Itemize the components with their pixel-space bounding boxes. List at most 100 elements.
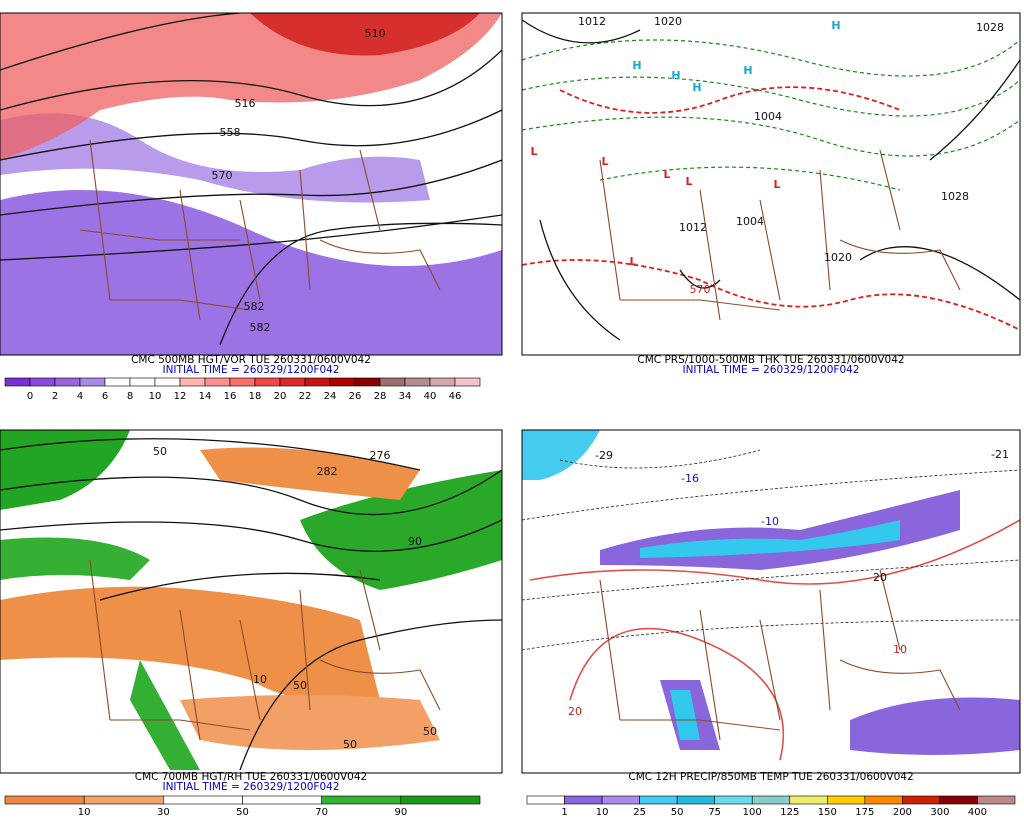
colorbar-swatch — [354, 377, 381, 387]
colorbar-swatch — [304, 377, 331, 387]
map-label: 20 — [568, 705, 582, 718]
map-label: -16 — [681, 472, 699, 485]
map-label: 50 — [423, 725, 437, 738]
colorbar-swatch — [129, 377, 156, 387]
colorbar-swatch — [179, 377, 206, 387]
caption: CMC 12H PRECIP/850MB TEMP TUE 260331/060… — [628, 771, 913, 783]
colorbar-swatch — [321, 795, 402, 805]
map-label: 1004 — [736, 215, 764, 228]
map-frame — [0, 12, 503, 356]
colorbar-label: 14 — [199, 391, 212, 402]
map-500mb — [0, 13, 502, 355]
colorbar-label: 0 — [27, 391, 33, 402]
colorbar-label: 200 — [893, 807, 912, 818]
map-prs-thk — [522, 13, 1020, 355]
colorbar-swatch — [379, 377, 406, 387]
colorbar-swatch — [83, 795, 164, 805]
colorbar-swatch — [939, 795, 978, 805]
caption: CMC PRS/1000-500MB THK TUE 260331/0600V0… — [637, 354, 904, 366]
map-label: L — [530, 145, 537, 158]
map-label: 1020 — [824, 251, 852, 264]
map-label: 516 — [235, 97, 256, 110]
colorbar-label: 34 — [399, 391, 412, 402]
map-label: 510 — [365, 27, 386, 40]
map-label: 10 — [893, 643, 907, 656]
map-label: 1028 — [941, 190, 969, 203]
colorbar-label: 16 — [224, 391, 237, 402]
map-label: 276 — [370, 449, 391, 462]
caption: CMC 700MB HGT/RH TUE 260331/0600V042 — [135, 771, 367, 783]
colorbar-label: 30 — [157, 807, 170, 818]
colorbar-swatch — [154, 377, 181, 387]
colorbar-swatch — [29, 377, 56, 387]
colorbar-label: 22 — [299, 391, 312, 402]
colorbar-swatch — [279, 377, 306, 387]
colorbar-swatch — [564, 795, 603, 805]
colorbar-swatch — [104, 377, 131, 387]
colorbar-label: 10 — [596, 807, 609, 818]
colorbar-swatch — [789, 795, 828, 805]
colorbar-label: 400 — [968, 807, 987, 818]
colorbar-label: 28 — [374, 391, 387, 402]
colorbar-label: 90 — [394, 807, 407, 818]
colorbar-swatch — [751, 795, 791, 805]
initial-time: INITIAL TIME = 260329/1200F042 — [682, 364, 859, 376]
colorbar-label: 20 — [274, 391, 287, 402]
colorbar-swatch — [639, 795, 678, 805]
map-label: L — [601, 155, 608, 168]
map-label: 1012 — [578, 15, 606, 28]
map-label: 282 — [317, 465, 338, 478]
map-label: 582 — [244, 300, 265, 313]
colorbar-swatch — [329, 377, 356, 387]
map-label: 1020 — [654, 15, 682, 28]
colorbar-swatch — [4, 377, 31, 387]
map-label: H — [671, 69, 680, 82]
map-label: 570 — [690, 283, 711, 296]
colorbar-swatch — [977, 795, 1016, 805]
map-label: 10 — [253, 673, 267, 686]
colorbar-label: 12 — [174, 391, 187, 402]
colorbar-label: 75 — [708, 807, 721, 818]
map-label: 1012 — [679, 221, 707, 234]
colorbar-swatch — [601, 795, 640, 805]
map-label: 570 — [212, 169, 233, 182]
map-label: 50 — [153, 445, 167, 458]
colorbar-swatch — [404, 377, 431, 387]
colorbar-swatch — [79, 377, 106, 387]
colorbar-label: 10 — [78, 807, 91, 818]
map-label: L — [685, 175, 692, 188]
colorbar-swatch — [827, 795, 866, 805]
map-label: L — [663, 168, 670, 181]
colorbar-label: 4 — [77, 391, 83, 402]
colorbar-swatch — [864, 795, 903, 805]
colorbar-swatch — [676, 795, 715, 805]
map-frame — [521, 429, 1021, 774]
map-frame — [0, 429, 503, 774]
colorbar-label: 2 — [52, 391, 58, 402]
initial-time: INITIAL TIME = 260329/1200F042 — [162, 781, 339, 793]
initial-time: INITIAL TIME = 260329/1200F042 — [162, 364, 339, 376]
colorbar-swatch — [454, 377, 481, 387]
map-label: 558 — [220, 126, 241, 139]
colorbar-label: 18 — [249, 391, 262, 402]
map-label: 50 — [343, 738, 357, 751]
map-label: 582 — [250, 321, 271, 334]
map-label: H — [831, 19, 840, 32]
colorbar-swatch — [54, 377, 81, 387]
colorbar-label: 150 — [818, 807, 837, 818]
colorbar-swatch — [204, 377, 231, 387]
colorbar-label: 10 — [149, 391, 162, 402]
colorbar-swatch — [163, 795, 243, 805]
map-label: -10 — [761, 515, 779, 528]
colorbar-swatch — [242, 795, 322, 805]
colorbar-label: 46 — [449, 391, 462, 402]
caption: CMC 500MB HGT/VOR TUE 260331/0600V042 — [131, 354, 371, 366]
colorbar-label: 6 — [102, 391, 108, 402]
map-label: -29 — [595, 449, 613, 462]
colorbar-swatch — [229, 377, 256, 387]
colorbar-swatch — [714, 795, 753, 805]
colorbar-label: 25 — [633, 807, 646, 818]
map-label: H — [632, 59, 641, 72]
colorbar-label: 1 — [561, 807, 567, 818]
colorbar-label: 70 — [315, 807, 328, 818]
